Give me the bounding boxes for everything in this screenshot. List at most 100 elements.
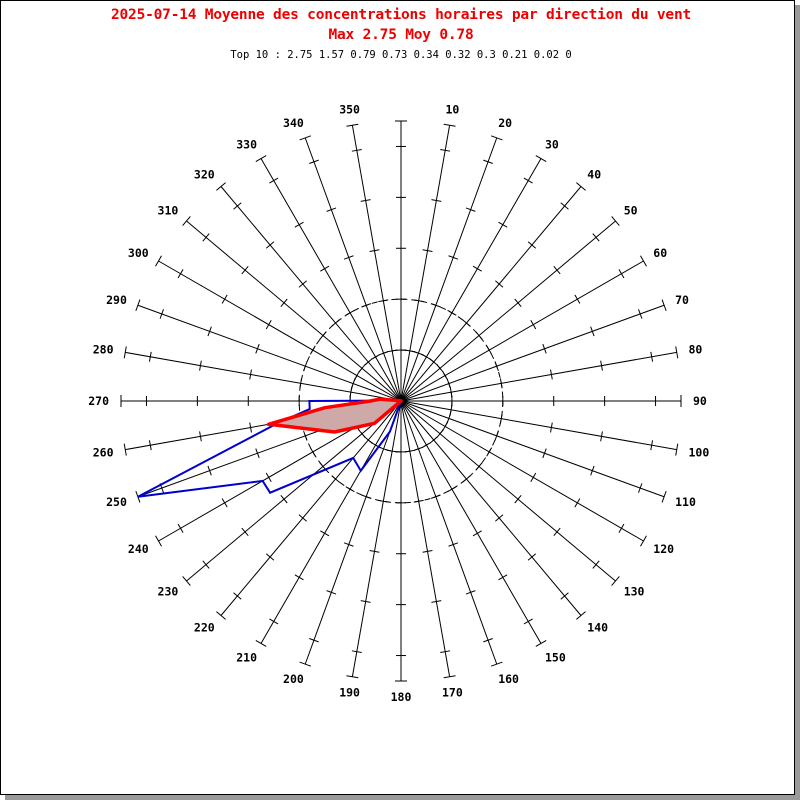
direction-label-220: 220	[194, 621, 215, 635]
direction-label-80: 80	[689, 343, 703, 357]
tick-30	[472, 265, 482, 272]
direction-labels: 350 10 20 30 40 50 60 70 80 90 100 110 120 130 140 150 1…	[88, 103, 709, 705]
tick-70	[590, 326, 595, 337]
tick-310	[280, 298, 288, 307]
end-tick-280	[123, 346, 127, 359]
end-tick-190	[346, 675, 359, 679]
tick-290	[255, 343, 260, 354]
tick-320	[265, 241, 275, 249]
top10-line: Top 10 : 2.75 1.57 0.79 0.73 0.34 0.32 0…	[230, 49, 572, 61]
tick-60	[618, 269, 625, 279]
tick-120	[530, 472, 537, 482]
direction-label-200: 200	[283, 672, 304, 686]
direction-label-290: 290	[106, 293, 127, 307]
tick-310	[241, 265, 249, 275]
direction-label-160: 160	[498, 672, 519, 686]
tick-110	[638, 483, 643, 493]
direction-label-140: 140	[587, 621, 608, 635]
tick-340	[309, 159, 319, 164]
direction-label-330: 330	[236, 138, 257, 152]
end-tick-80	[675, 346, 679, 359]
spoke-310	[186, 220, 402, 402]
direction-label-340: 340	[283, 116, 304, 130]
spoke-350	[351, 125, 402, 402]
direction-label-260: 260	[93, 445, 114, 459]
spoke-20	[400, 137, 498, 402]
tick-340	[343, 255, 354, 260]
end-tick-210	[255, 640, 267, 647]
direction-label-130: 130	[624, 584, 645, 598]
tick-350	[360, 199, 371, 202]
tick-140	[527, 553, 537, 561]
tick-70	[542, 343, 547, 354]
end-tick-50	[611, 216, 620, 226]
end-tick-320	[216, 182, 226, 191]
spoke-70	[400, 304, 665, 402]
end-tick-230	[182, 576, 191, 586]
direction-label-350: 350	[339, 103, 360, 117]
spoke-190	[351, 400, 402, 677]
end-tick-240	[155, 535, 162, 547]
direction-label-150: 150	[545, 650, 566, 664]
tick-190	[351, 650, 362, 654]
spoke-140	[400, 400, 582, 616]
spoke-210	[260, 400, 402, 644]
tick-290	[159, 309, 164, 319]
direction-label-30: 30	[545, 138, 559, 152]
end-tick-340	[299, 135, 312, 141]
grid-circle	[298, 298, 504, 504]
tick-150	[472, 530, 482, 537]
tick-260	[249, 422, 252, 433]
end-tick-150	[535, 640, 547, 647]
tick-140	[495, 514, 504, 522]
tick-230	[280, 495, 288, 504]
direction-label-190: 190	[339, 686, 360, 700]
tick-80	[600, 360, 603, 371]
spoke-130	[400, 400, 616, 582]
end-tick-120	[640, 535, 647, 547]
tick-100	[550, 422, 553, 433]
end-tick-160	[490, 661, 503, 667]
end-tick-310	[182, 216, 191, 226]
end-tick-60	[640, 255, 647, 267]
direction-label-10: 10	[445, 103, 459, 117]
tick-240	[265, 472, 272, 482]
tick-40	[527, 241, 537, 249]
direction-label-120: 120	[653, 542, 674, 556]
tick-120	[574, 498, 581, 508]
tick-20	[483, 159, 493, 164]
end-tick-110	[661, 490, 667, 503]
tick-170	[431, 600, 442, 603]
tick-160	[448, 542, 459, 547]
tick-350	[369, 249, 380, 252]
spoke-340	[304, 137, 402, 402]
spoke-80	[400, 351, 677, 402]
direction-label-230: 230	[158, 584, 179, 598]
tick-240	[177, 523, 184, 533]
tick-340	[326, 207, 337, 212]
tick-220	[298, 514, 307, 522]
tick-250	[207, 465, 212, 476]
end-tick-100	[675, 443, 679, 456]
tick-230	[241, 527, 249, 537]
direction-label-40: 40	[587, 167, 601, 181]
series-layer	[137, 397, 403, 498]
tick-50	[592, 233, 600, 242]
tick-310	[202, 233, 210, 242]
tick-160	[465, 590, 476, 595]
tick-190	[360, 600, 371, 603]
tick-250	[255, 448, 260, 459]
tick-40	[495, 280, 504, 288]
tick-80	[650, 351, 654, 362]
end-tick-10	[443, 123, 456, 127]
direction-label-60: 60	[653, 246, 667, 260]
tick-300	[265, 320, 272, 330]
tick-110	[542, 448, 547, 459]
tick-200	[343, 542, 354, 547]
end-tick-300	[155, 255, 162, 267]
spoke-290	[137, 304, 402, 402]
tick-290	[207, 326, 212, 337]
tick-100	[600, 431, 603, 442]
